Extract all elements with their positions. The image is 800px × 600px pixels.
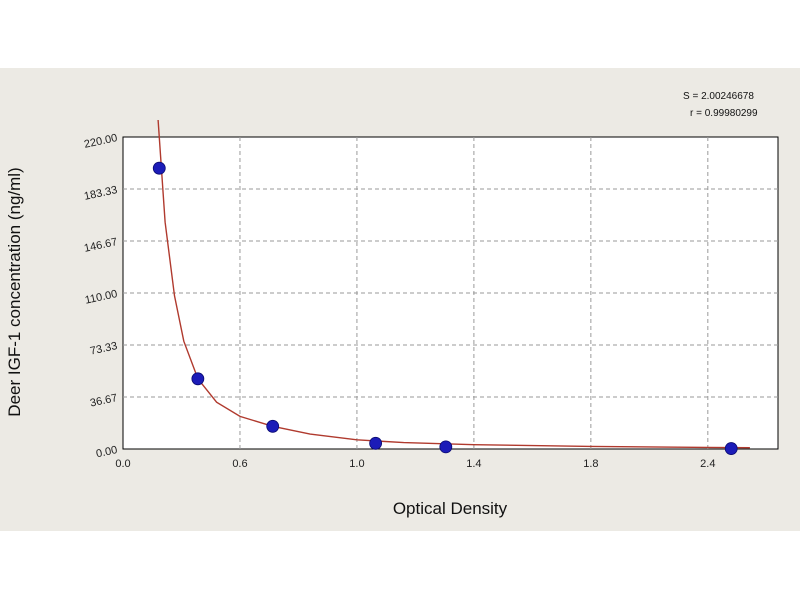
chart: 0.00.61.01.41.82.42.80.0036.6773.33110.0… bbox=[5, 91, 779, 518]
x-tick-label: 0.6 bbox=[232, 458, 247, 470]
x-tick-label: 0.0 bbox=[115, 458, 130, 470]
x-tick-label: 2.4 bbox=[700, 458, 715, 470]
data-points bbox=[152, 161, 738, 455]
y-tick-label: 183.33 bbox=[83, 184, 118, 203]
data-point bbox=[724, 442, 738, 455]
x-tick-label: 1.4 bbox=[466, 458, 481, 470]
y-tick-label: 36.67 bbox=[89, 392, 118, 409]
stat-r: r = 0.99980299 bbox=[690, 108, 758, 119]
y-axis-title: Deer IGF-1 concentration (ng/ml) bbox=[5, 167, 24, 416]
data-point bbox=[369, 436, 383, 450]
x-tick-label: 1.8 bbox=[583, 458, 598, 470]
y-tick-label: 146.67 bbox=[83, 236, 118, 255]
grid-lines bbox=[122, 136, 779, 450]
data-point bbox=[439, 440, 453, 454]
x-axis-title: Optical Density bbox=[393, 499, 508, 518]
chart-panel: 0.00.61.01.41.82.42.80.0036.6773.33110.0… bbox=[0, 68, 800, 531]
x-tick-label: 1.0 bbox=[349, 458, 364, 470]
plot-area bbox=[122, 136, 779, 450]
data-point bbox=[266, 419, 280, 433]
data-point bbox=[191, 372, 205, 386]
y-tick-label: 73.33 bbox=[89, 340, 118, 357]
y-tick-label: 110.00 bbox=[84, 288, 119, 307]
y-tick-label: 220.00 bbox=[83, 132, 118, 151]
y-tick-label: 0.00 bbox=[95, 444, 118, 460]
stat-s: S = 2.00246678 bbox=[683, 91, 754, 102]
data-point bbox=[152, 161, 166, 175]
